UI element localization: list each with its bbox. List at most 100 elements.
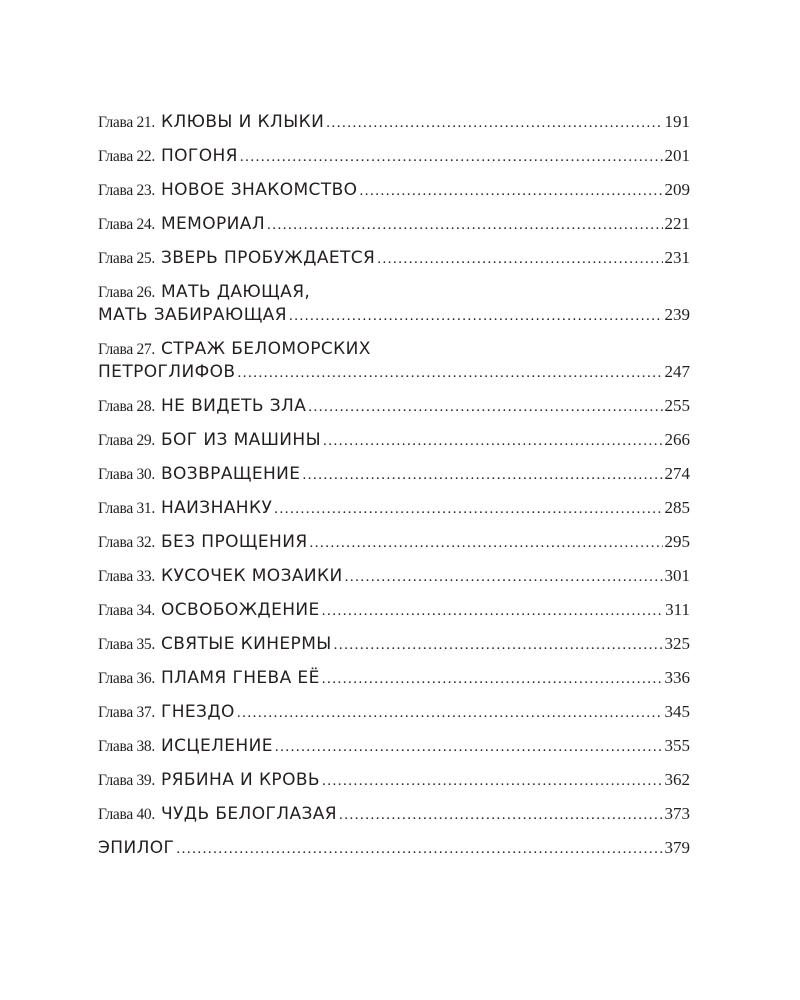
chapter-label: Глава 33. (98, 568, 155, 585)
page-number: 285 (664, 498, 691, 517)
dot-leader (176, 838, 662, 860)
chapter-label: Глава 39. (98, 772, 155, 789)
chapter-label: Глава 36. (98, 670, 155, 687)
toc-entry[interactable]: Глава 39. РЯБИНА И КРОВЬ 362 (98, 769, 690, 792)
toc-entry[interactable]: Глава 27. СТРАЖ БЕЛОМОРСКИХ ПЕТРОГЛИФОВ 247 (98, 338, 690, 384)
dot-leader (322, 668, 663, 690)
page-number: 209 (664, 180, 691, 199)
page-number: 266 (664, 430, 691, 449)
chapter-title: МЕМОРИАЛ (160, 214, 266, 234)
dot-leader (238, 362, 663, 384)
toc-entry[interactable]: Глава 28. НЕ ВИДЕТЬ ЗЛА 255 (98, 395, 690, 418)
chapter-label: Глава 35. (98, 636, 155, 653)
page-number: 345 (664, 702, 691, 721)
chapter-title: ЧУДЬ БЕЛОГЛАЗАЯ (160, 804, 338, 824)
chapter-label: Глава 40. (98, 806, 155, 823)
toc-entry[interactable]: Глава 36. ПЛАМЯ ГНЕВА ЕЁ 336 (98, 667, 690, 690)
dot-leader (274, 498, 662, 520)
chapter-title: ГНЕЗДО (160, 702, 235, 722)
dot-leader (359, 180, 662, 202)
toc-entry[interactable]: Глава 26. МАТЬ ДАЮЩАЯ, МАТЬ ЗАБИРАЮЩАЯ 239 (98, 281, 690, 327)
toc-entry[interactable]: Глава 40. ЧУДЬ БЕЛОГЛАЗАЯ 373 (98, 803, 690, 826)
chapter-title: ЭПИЛОГ (98, 838, 175, 858)
dot-leader (377, 248, 662, 270)
page-number: 355 (664, 736, 691, 755)
chapter-title: ПЛАМЯ ГНЕВА ЕЁ (160, 668, 320, 688)
dot-leader (323, 430, 663, 452)
page-number: 239 (664, 305, 691, 324)
chapter-label: Глава 32. (98, 534, 155, 551)
dot-leader (322, 600, 663, 622)
dot-leader (339, 804, 662, 826)
chapter-title-continued: ПЕТРОГЛИФОВ (98, 362, 236, 382)
dot-leader (302, 464, 662, 486)
toc-entry[interactable]: Глава 37. ГНЕЗДО 345 (98, 701, 690, 724)
chapter-title-continued: МАТЬ ЗАБИРАЮЩАЯ (98, 305, 287, 325)
dot-leader (267, 214, 662, 236)
toc-entry[interactable]: Глава 34. ОСВОБОЖДЕНИЕ 311 (98, 599, 690, 622)
chapter-label: Глава 24. (98, 216, 155, 233)
chapter-title: РЯБИНА И КРОВЬ (160, 770, 320, 790)
toc-entry[interactable]: Глава 29. БОГ ИЗ МАШИНЫ 266 (98, 429, 690, 452)
chapter-label: Глава 29. (98, 432, 155, 449)
page-number: 274 (664, 464, 691, 483)
toc-entry[interactable]: Глава 30. ВОЗВРАЩЕНИЕ 274 (98, 463, 690, 486)
chapter-title: КЛЮВЫ И КЛЫКИ (160, 112, 325, 132)
chapter-title: НЕ ВИДЕТЬ ЗЛА (160, 396, 307, 416)
chapter-title: ИСЦЕЛЕНИЕ (160, 736, 273, 756)
page-number: 336 (664, 668, 691, 687)
page-number: 221 (664, 214, 691, 233)
page-number: 325 (664, 634, 691, 653)
toc-entry[interactable]: Глава 22. ПОГОНЯ 201 (98, 145, 690, 168)
page-number: 255 (664, 396, 691, 415)
chapter-label: Глава 38. (98, 738, 155, 755)
dot-leader (275, 736, 663, 758)
chapter-title: ВОЗВРАЩЕНИЕ (160, 464, 301, 484)
page-number: 191 (664, 112, 691, 131)
page-number: 373 (664, 804, 691, 823)
dot-leader (310, 532, 663, 554)
page-number: 362 (664, 770, 691, 789)
dot-leader (334, 634, 663, 656)
page-number: 231 (664, 248, 691, 267)
page-number: 311 (665, 600, 690, 619)
page-number: 201 (664, 146, 691, 165)
chapter-label: Глава 26. (98, 284, 155, 301)
chapter-label: Глава 27. (98, 341, 155, 358)
chapter-title: ОСВОБОЖДЕНИЕ (160, 600, 320, 620)
chapter-label: Глава 34. (98, 602, 155, 619)
page-number: 247 (664, 362, 691, 381)
toc-entry[interactable]: Глава 21. КЛЮВЫ И КЛЫКИ 191 (98, 111, 690, 134)
toc-entry[interactable]: Глава 38. ИСЦЕЛЕНИЕ 355 (98, 735, 690, 758)
chapter-title: ЗВЕРЬ ПРОБУЖДАЕТСЯ (160, 248, 376, 268)
chapter-label: Глава 30. (98, 466, 155, 483)
dot-leader (326, 112, 662, 134)
dot-leader (237, 702, 663, 724)
page-number: 295 (664, 532, 691, 551)
chapter-title: ПОГОНЯ (160, 146, 238, 166)
chapter-label: Глава 25. (98, 250, 155, 267)
chapter-label: Глава 23. (98, 182, 155, 199)
dot-leader (308, 396, 662, 418)
toc-entry[interactable]: Глава 25. ЗВЕРЬ ПРОБУЖДАЕТСЯ 231 (98, 247, 690, 270)
dot-leader (322, 770, 663, 792)
chapter-title: СТРАЖ БЕЛОМОРСКИХ (160, 339, 371, 359)
toc-entry[interactable]: Глава 23. НОВОЕ ЗНАКОМСТВО 209 (98, 179, 690, 202)
chapter-label: Глава 28. (98, 398, 155, 415)
chapter-label: Глава 22. (98, 148, 155, 165)
page-number: 379 (664, 838, 691, 857)
dot-leader (240, 146, 663, 168)
toc-entry[interactable]: Глава 33. КУСОЧЕК МОЗАИКИ 301 (98, 565, 690, 588)
chapter-title: НАИЗНАНКУ (160, 498, 273, 518)
toc-entry[interactable]: Глава 32. БЕЗ ПРОЩЕНИЯ 295 (98, 531, 690, 554)
chapter-title: СВЯТЫЕ КИНЕРМЫ (160, 634, 332, 654)
toc-entry[interactable]: ЭПИЛОГ 379 (98, 837, 690, 860)
chapter-title: НОВОЕ ЗНАКОМСТВО (160, 180, 358, 200)
chapter-label: Глава 21. (98, 114, 155, 131)
toc-entry[interactable]: Глава 35. СВЯТЫЕ КИНЕРМЫ 325 (98, 633, 690, 656)
dot-leader (289, 305, 663, 327)
chapter-label: Глава 31. (98, 500, 155, 517)
toc-entry[interactable]: Глава 24. МЕМОРИАЛ 221 (98, 213, 690, 236)
toc-entry[interactable]: Глава 31. НАИЗНАНКУ 285 (98, 497, 690, 520)
page-number: 301 (664, 566, 691, 585)
